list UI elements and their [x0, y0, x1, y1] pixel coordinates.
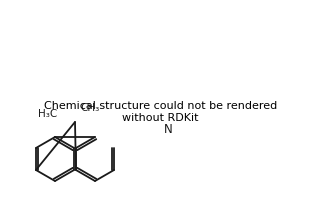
Text: Chemical structure could not be rendered
without RDKit: Chemical structure could not be rendered… [44, 101, 277, 123]
Text: H₃C: H₃C [38, 109, 57, 119]
Text: CH₃: CH₃ [80, 103, 99, 113]
Text: N: N [164, 123, 172, 136]
